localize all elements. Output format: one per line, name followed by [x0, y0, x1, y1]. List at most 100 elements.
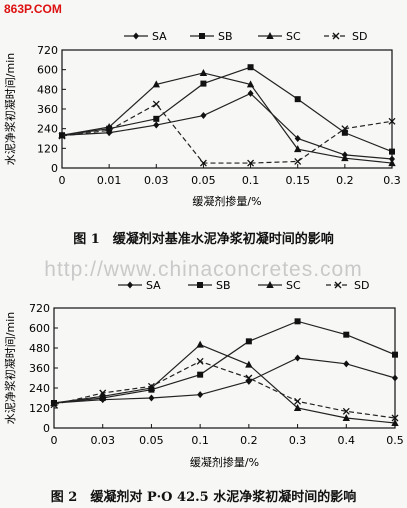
chart-2-y-tick-label: 480: [29, 342, 50, 355]
chart-1-x-tick-label: 0.05: [191, 174, 216, 187]
chart-1-y-tick-label: 720: [37, 44, 58, 57]
chart-1-series-sd-point: [388, 117, 396, 125]
chart-2-x-tick-label: 0.2: [240, 434, 258, 447]
chart-1-series-sc-line: [61, 72, 393, 164]
chart-2-y-tick-label: 240: [29, 382, 50, 395]
chart-1-legend-sc-marker: [266, 32, 274, 39]
chart-1-series-sb-point: [341, 129, 348, 136]
chart-1-legend-sa-marker: [133, 32, 139, 40]
chart-1-series-sa-point: [247, 89, 254, 97]
chart-2: 0 120 240 360 480 600 720 0 0.03 0.05 0.1 0.2 0.3 0.4…: [3, 279, 404, 469]
chart-2-x-tick-label: 0.5: [386, 434, 404, 447]
chart-2-series-sa: [51, 354, 398, 407]
chart-2-x-tick-label: 0.05: [139, 434, 164, 447]
chart-2-series-sd-point: [294, 397, 302, 405]
chart-1-y-tick-label: 600: [37, 64, 58, 77]
chart-1-series-sb: [59, 64, 395, 155]
chart-1-series-sc-point: [294, 145, 302, 153]
chart-2-legend-sc-marker: [266, 281, 274, 288]
chart-1: 0 120 240 360 480 600 720 0 0.01 0.03 0.05 0.1 0.15 0…: [3, 30, 401, 208]
chart-1-x-tick-label: 0: [59, 174, 66, 187]
site-logo: 863P.COM: [4, 2, 62, 16]
chart-2-y-tick-label: 720: [29, 302, 50, 315]
chart-2-series-sc-point: [245, 360, 253, 368]
chart-1-x-tick-label: 0.3: [383, 174, 401, 187]
chart-2-legend-sa-marker: [127, 281, 133, 289]
chart-2-series-sd-point: [342, 407, 350, 415]
chart-2-series-sd-point: [196, 357, 204, 365]
chart-1-series-sc-point: [58, 131, 66, 139]
chart-2-series-sb-line: [53, 320, 396, 404]
chart-1-legend-sc-label: SC: [286, 30, 301, 43]
chart-2-caption: 图 2 缓凝剂对 P·O 42.5 水泥净浆初凝时间的影响: [50, 490, 357, 505]
chart-2-x-tick-label: 0.1: [191, 434, 209, 447]
chart-1-y-tick-label: 120: [37, 142, 58, 155]
chart-2-series-sa-point: [197, 391, 204, 399]
chart-2-series-sc-point: [391, 419, 399, 426]
chart-2-plot-frame: [53, 307, 396, 429]
chart-2-y-tick-label: 360: [29, 362, 50, 375]
chart-2-series-sc-point: [293, 404, 302, 411]
chart-2-x-tick-label: 0.03: [90, 434, 115, 447]
chart-1-x-tick-label: 0.2: [336, 174, 354, 187]
chart-1-series-sc-point: [199, 68, 208, 76]
chart-1-series-sd-point: [341, 125, 349, 133]
chart-1-series-sd-line: [61, 103, 393, 164]
chart-1-series-sb-point: [389, 148, 395, 155]
chart-1-series-sa-line: [61, 92, 393, 160]
chart-1-series-sb-point: [153, 115, 160, 122]
chart-1-y-tick-label: 240: [37, 123, 58, 136]
chart-2-x-axis-label: 缓凝剂掺量/%: [190, 455, 259, 469]
chart-2-x-tick-label: 0.4: [338, 434, 356, 447]
chart-1-series-sa-point: [200, 112, 207, 120]
chart-2-series-sc-point: [99, 392, 107, 400]
chart-1-caption: 图 1 缓凝剂对基准水泥净浆初凝时间的影响: [73, 232, 334, 247]
chart-1-legend-sb-label: SB: [218, 30, 233, 43]
chart-2-series-sd: [50, 357, 399, 422]
chart-2-y-tick-label: 120: [29, 402, 50, 415]
chart-1-series-sa: [59, 89, 395, 163]
chart-1-legend-sb-marker: [199, 33, 205, 39]
chart-1-series-sd-point: [199, 159, 207, 167]
chart-1-series-sb-point: [247, 64, 254, 71]
chart-2-legend-sb-marker: [197, 282, 203, 288]
chart-1-y-axis-label: 水泥净浆初凝时间/min: [3, 53, 17, 165]
chart-1-series-sb-point: [200, 80, 207, 87]
chart-1-series-sc-point: [388, 159, 396, 167]
chart-2-series-sd-point: [50, 401, 58, 409]
chart-1-series-sc-point: [341, 154, 349, 162]
chart-2-series-sd-point: [99, 389, 107, 397]
chart-2-series-sb-point: [245, 338, 252, 345]
chart-2-y-axis-label: 水泥净浆初凝时间/min: [3, 312, 17, 424]
chart-2-series-sb-point: [197, 371, 204, 378]
chart-1-series-sd-point: [105, 126, 113, 134]
chart-2-series-sd-point: [147, 382, 155, 390]
chart-1-legend-sa-label: SA: [152, 30, 167, 43]
chart-1-x-axis-label: 缓凝剂掺量/%: [192, 194, 261, 208]
chart-1-series-sd-point: [58, 132, 66, 140]
chart-2-y-tick-label: 0: [43, 422, 50, 435]
chart-2-legend-sc-label: SC: [286, 279, 301, 292]
chart-2-series-sd-point: [245, 374, 253, 382]
chart-2-series-sd-line: [53, 360, 396, 419]
chart-1-plot-frame: [61, 49, 393, 169]
chart-2-series-sa-point: [392, 374, 398, 382]
watermark: http://www.chinaconcretes.com: [44, 258, 363, 281]
chart-2-series-sa-point: [148, 394, 155, 402]
chart-1-series-sd-point: [152, 100, 160, 108]
chart-1-legend-sd-marker: [332, 32, 340, 40]
chart-1-series-sc: [58, 68, 396, 167]
chart-1-series-sb-line: [61, 66, 393, 153]
chart-1-series-sc-point: [246, 80, 255, 88]
chart-1-series-sa-point: [389, 155, 395, 163]
chart-1-x-tick-label: 0.15: [285, 174, 310, 187]
chart-1-series-sc-point: [152, 80, 160, 88]
chart-1-series-sd: [58, 100, 396, 167]
chart-1-y-tick-label: 0: [51, 162, 58, 175]
chart-1-legend-sd-label: SD: [352, 30, 367, 43]
chart-2-series-sb-point: [343, 331, 350, 338]
chart-2-y-tick-label: 600: [29, 322, 50, 335]
chart-1-series-sd-point: [247, 159, 255, 167]
chart-2-series-sa-point: [343, 360, 350, 368]
chart-2-series-sc-point: [342, 414, 350, 421]
